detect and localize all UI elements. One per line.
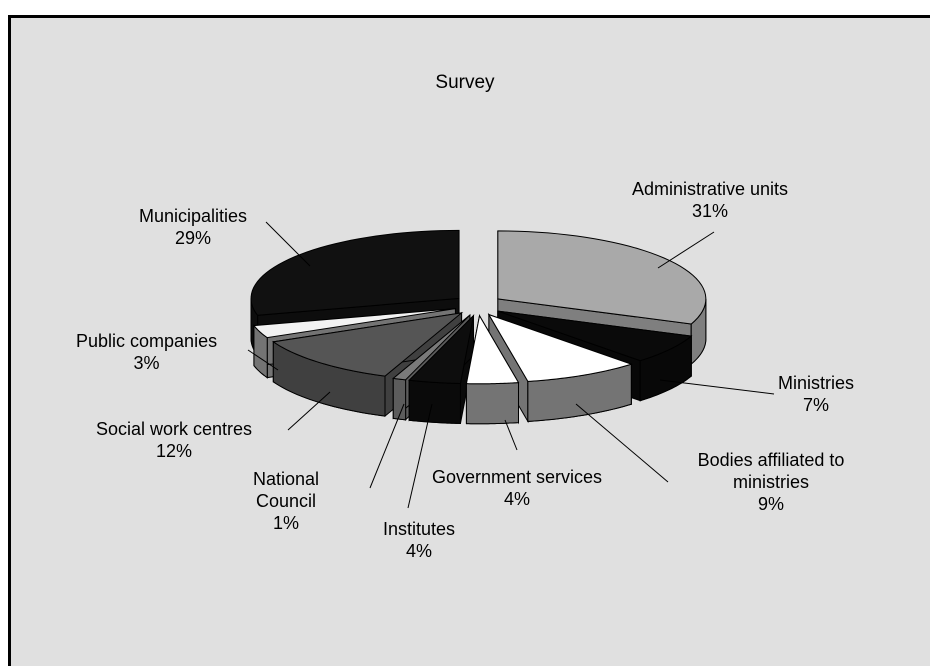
slice-pct-institutes: 4% bbox=[406, 541, 433, 561]
slice-name-national-council: National Council bbox=[252, 469, 320, 511]
slice-top bbox=[408, 314, 475, 384]
slice-top bbox=[465, 314, 520, 385]
slice-top bbox=[487, 313, 633, 382]
label-institutes: Institutes 4% bbox=[383, 518, 455, 562]
slice-name-social-work-centres: Social work centres bbox=[96, 419, 253, 439]
leader-line-bodies-affiliated-to-ministries bbox=[575, 403, 669, 483]
slice-name-municipalities: Municipalities bbox=[139, 206, 248, 226]
slice-top bbox=[272, 312, 464, 377]
label-national-council: National Council 1% bbox=[246, 468, 326, 534]
slice-rim bbox=[408, 379, 461, 424]
slice-name-institutes: Institutes bbox=[383, 519, 456, 539]
label-ministries: Ministries 7% bbox=[778, 372, 854, 416]
slice-top bbox=[252, 308, 456, 339]
leader-line-municipalities bbox=[265, 221, 311, 267]
label-bodies-affiliated: Bodies affiliated to ministries 9% bbox=[676, 449, 866, 515]
label-administrative-units: Administrative units 31% bbox=[632, 178, 788, 222]
slice-pct-bodies-affiliated: 9% bbox=[757, 494, 784, 514]
slice-institutes bbox=[408, 314, 475, 424]
leader-line-administrative-units bbox=[657, 231, 715, 269]
leader-line-ministries bbox=[659, 379, 775, 395]
slice-name-public-companies: Public companies bbox=[76, 331, 218, 351]
slice-pct-municipalities: 29% bbox=[175, 228, 212, 248]
leader-line-social-work-centres bbox=[287, 391, 331, 431]
slice-pct-ministries: 7% bbox=[803, 395, 830, 415]
slice-pct-administrative-units: 31% bbox=[692, 201, 729, 221]
slice-name-administrative-units: Administrative units bbox=[632, 179, 789, 199]
label-public-companies: Public companies 3% bbox=[76, 330, 217, 374]
label-municipalities: Municipalities 29% bbox=[139, 205, 247, 249]
slice-government-services bbox=[465, 313, 520, 425]
leader-line-government-services bbox=[504, 419, 518, 451]
leader-line-institutes bbox=[407, 403, 433, 509]
slice-rim bbox=[392, 377, 407, 421]
slice-top bbox=[250, 229, 460, 316]
label-government-services: Government services 4% bbox=[432, 466, 602, 510]
slice-top bbox=[392, 314, 471, 381]
chart-title: Survey bbox=[435, 72, 495, 93]
slice-pct-public-companies: 3% bbox=[133, 353, 160, 373]
leader-line-public-companies bbox=[247, 349, 279, 371]
slice-pct-social-work-centres: 12% bbox=[156, 441, 193, 461]
slice-pct-government-services: 4% bbox=[504, 489, 531, 509]
slice-rim bbox=[465, 382, 519, 425]
slice-name-bodies-affiliated: Bodies affiliated to ministries bbox=[697, 450, 845, 492]
slice-name-ministries: Ministries bbox=[778, 373, 855, 393]
slice-top bbox=[497, 310, 693, 362]
label-social-work-centres: Social work centres 12% bbox=[96, 418, 252, 462]
slice-name-government-services: Government services bbox=[432, 467, 603, 487]
slice-pct-national-council: 1% bbox=[272, 513, 299, 533]
leader-line-national-council bbox=[369, 403, 405, 489]
